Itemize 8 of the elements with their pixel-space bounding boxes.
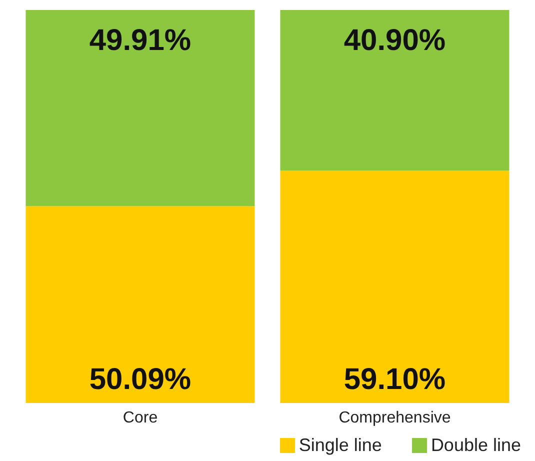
data-label: 49.91% (89, 24, 192, 57)
data-label: 50.09% (89, 363, 192, 396)
data-label: 59.10% (344, 363, 446, 396)
data-label: 40.90% (344, 24, 446, 57)
x-tick-label: Comprehensive (338, 409, 451, 426)
legend-label: Double line (430, 435, 521, 456)
x-tick-label: Core (122, 409, 158, 426)
legend-label: Single line (298, 435, 382, 456)
